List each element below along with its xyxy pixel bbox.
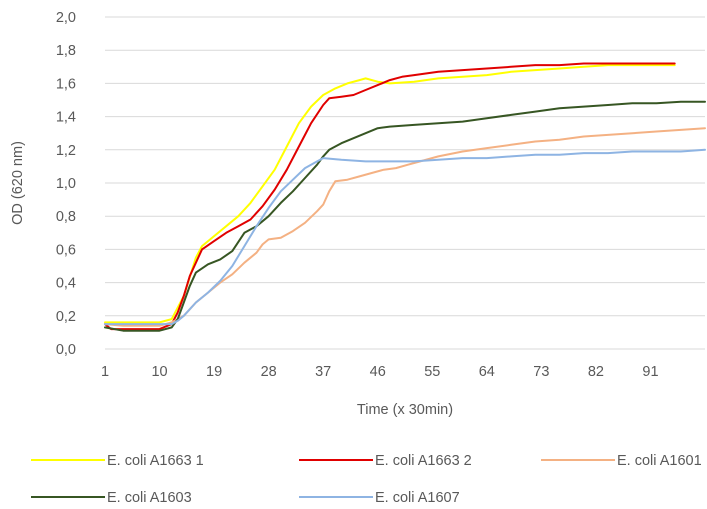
x-tick-label: 19 (206, 364, 222, 380)
series-lines (104, 62, 706, 332)
x-tick-label: 10 (151, 364, 167, 380)
series-line-2 (104, 62, 676, 331)
y-tick-label: 1,0 (56, 176, 76, 192)
y-tick-label: 1,2 (56, 143, 76, 159)
x-tick-label: 55 (424, 364, 440, 380)
y-tick-label: 0,2 (56, 309, 76, 325)
x-tick-label: 37 (315, 364, 331, 380)
y-tick-label: 1,4 (56, 110, 76, 126)
x-axis-ticks: 1 10 19 28 37 46 55 64 73 82 91 (101, 364, 659, 380)
series-line-3 (104, 127, 706, 327)
x-tick-label: 73 (533, 364, 549, 380)
y-tick-label: 1,8 (56, 43, 76, 59)
x-tick-label: 1 (101, 364, 109, 380)
y-tick-label: 0,0 (56, 342, 76, 358)
legend-label: E. coli A1603 (107, 490, 192, 506)
series-line-1 (104, 64, 676, 324)
y-tick-label: 0,8 (56, 209, 76, 225)
x-tick-label: 64 (479, 364, 495, 380)
x-tick-label: 46 (370, 364, 386, 380)
series-line-4 (104, 100, 706, 332)
legend-label: E. coli A1601 (617, 453, 702, 469)
y-tick-label: 2,0 (56, 10, 76, 26)
y-axis-ticks: 0,0 0,2 0,4 0,6 0,8 1,0 1,2 1,4 1,6 1,8 2,0 (56, 10, 76, 358)
legend-label: E. coli A1663 1 (107, 453, 204, 469)
gridlines (105, 16, 705, 317)
y-tick-label: 0,6 (56, 242, 76, 258)
y-tick-label: 1,6 (56, 76, 76, 92)
legend: E. coli A1663 1 E. coli A1663 2 E. coli A1… (31, 453, 702, 506)
y-axis-title: OD (620 nm) (10, 141, 26, 225)
legend-label: E. coli A1663 2 (375, 453, 472, 469)
series-line-5 (104, 148, 706, 326)
y-tick-label: 0,4 (56, 276, 76, 292)
x-tick-label: 82 (588, 364, 604, 380)
x-tick-label: 28 (261, 364, 277, 380)
legend-label: E. coli A1607 (375, 490, 460, 506)
x-tick-label: 91 (642, 364, 658, 380)
x-axis-title: Time (x 30min) (357, 402, 453, 418)
